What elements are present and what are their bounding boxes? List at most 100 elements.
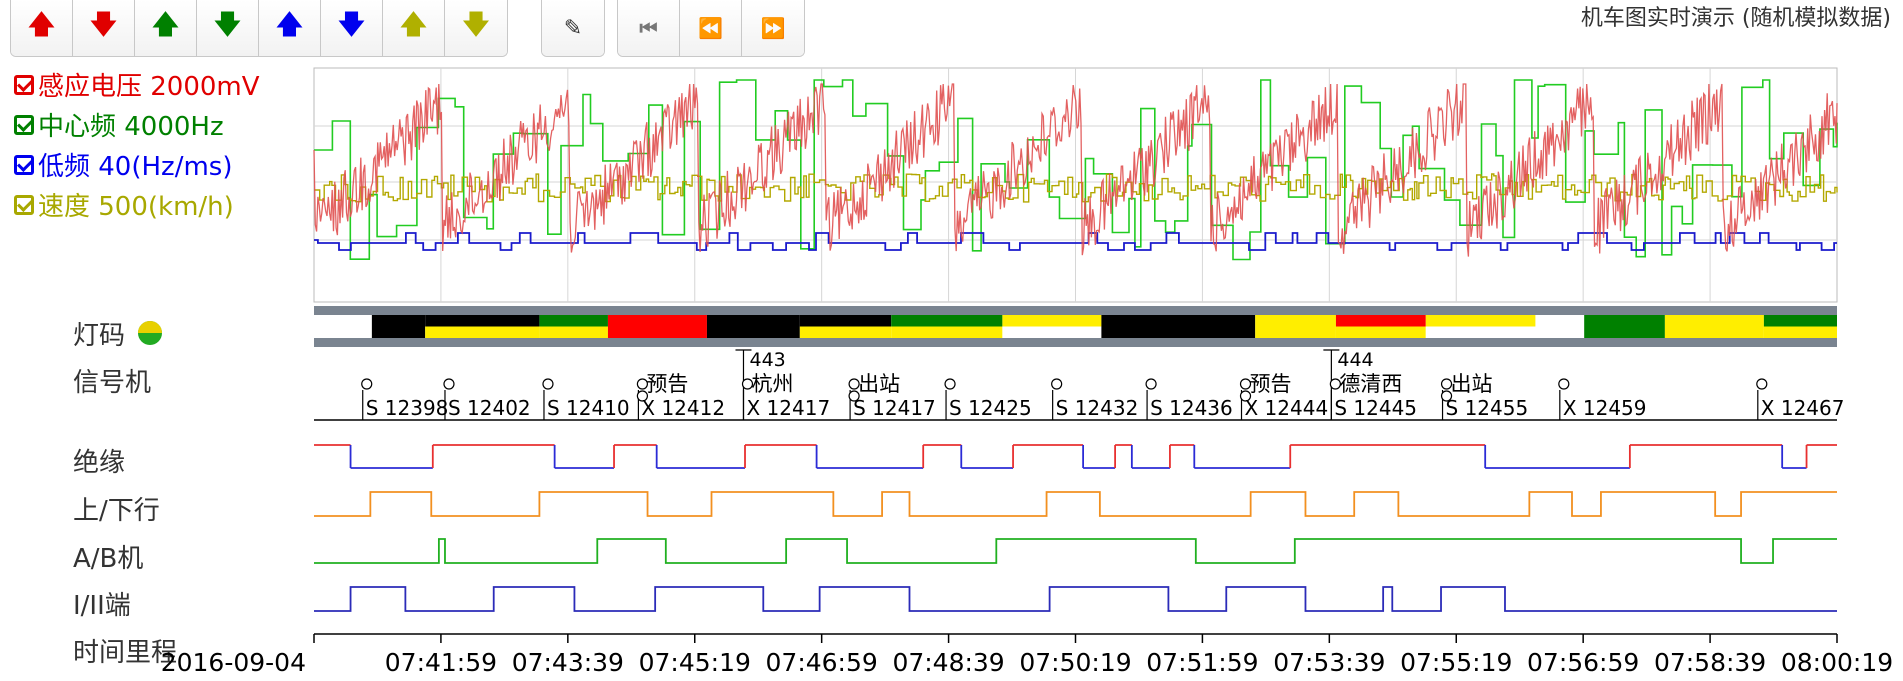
time-axis-label: 08:00:19 bbox=[1781, 648, 1893, 677]
time-axis-label: 07:58:39 bbox=[1654, 648, 1766, 677]
arrow-down-icon[interactable]: 🡇 bbox=[197, 0, 259, 56]
signal-lamp-icon bbox=[1239, 378, 1252, 390]
end-line bbox=[314, 586, 1837, 612]
light-code-segment bbox=[1763, 326, 1837, 338]
signal-marker: S 12436 bbox=[1145, 378, 1233, 420]
label-ab-machine: A/B机 bbox=[73, 544, 144, 574]
arrow-up-icon[interactable]: 🡅 bbox=[11, 0, 73, 56]
light-code-segment bbox=[425, 326, 540, 338]
signal-label: S 12455 bbox=[1446, 396, 1529, 420]
light-code-segment bbox=[1535, 315, 1585, 338]
light-code-segment bbox=[1584, 315, 1665, 338]
legend-speed[interactable]: 速度 500(km/h) bbox=[14, 186, 234, 223]
signal-label: S 12445 bbox=[1334, 396, 1417, 420]
signal-lamp-icon bbox=[1756, 378, 1768, 390]
label-light-code: 灯码 bbox=[73, 315, 163, 352]
ab-machine-line bbox=[314, 538, 1837, 564]
arrow-down-icon[interactable]: 🡇 bbox=[321, 0, 383, 56]
nav-button-group: ⏮ ⏪ ⏩ bbox=[617, 0, 805, 57]
checkbox-checked-icon[interactable] bbox=[14, 194, 34, 215]
signal-lamp-icon bbox=[1329, 378, 1341, 390]
signal-label: S 12425 bbox=[949, 396, 1032, 420]
signal-note: 预告 bbox=[1250, 372, 1292, 396]
signal-marker: S 12425 bbox=[944, 378, 1032, 420]
series-voltage bbox=[313, 83, 1838, 257]
signal-lamp-icon bbox=[1440, 378, 1453, 390]
legend-voltage[interactable]: 感应电压 2000mV bbox=[14, 66, 260, 103]
arrow-up-icon[interactable]: 🡅 bbox=[135, 0, 197, 56]
signal-lamp-icon bbox=[741, 378, 754, 390]
label-direction: 上/下行 bbox=[73, 496, 160, 526]
time-axis-label: 07:48:39 bbox=[892, 648, 1004, 677]
signal-note: 预告 bbox=[646, 372, 688, 396]
kilometer-post-label: 444 bbox=[1337, 349, 1373, 371]
arrow-up-icon[interactable]: 🡅 bbox=[383, 0, 445, 56]
legend-center-freq[interactable]: 中心频 4000Hz bbox=[14, 106, 224, 143]
direction-line bbox=[314, 491, 1837, 517]
signal-label: S 12402 bbox=[448, 396, 531, 420]
signal-lamp-icon bbox=[944, 378, 956, 390]
light-code-segment bbox=[1664, 315, 1764, 338]
signal-lamp-icon bbox=[636, 390, 648, 402]
time-axis-label: 07:55:19 bbox=[1400, 648, 1512, 677]
series-low-freq bbox=[314, 232, 1837, 251]
signal-label: S 12432 bbox=[1056, 396, 1139, 420]
signal-marker: S 12398 bbox=[361, 378, 448, 420]
light-code-segment bbox=[891, 315, 1003, 327]
light-code-border-bottom bbox=[314, 338, 1837, 347]
light-code-segment bbox=[799, 315, 892, 327]
signal-lamp-icon bbox=[1051, 378, 1063, 390]
arrow-down-icon[interactable]: 🡇 bbox=[445, 0, 507, 56]
signal-label: X 12417 bbox=[746, 396, 830, 420]
signal-label: S 12410 bbox=[547, 396, 630, 420]
signal-label: S 12417 bbox=[853, 396, 936, 420]
signal-lamp-icon bbox=[848, 390, 860, 402]
signal-lamp-icon bbox=[443, 378, 455, 390]
kilometer-post-label: 443 bbox=[749, 349, 785, 371]
checkbox-checked-icon[interactable] bbox=[14, 154, 34, 175]
label-time-mileage: 时间里程 bbox=[73, 638, 178, 668]
legend-label: 速度 500(km/h) bbox=[38, 192, 234, 222]
signal-marker: X 12459 bbox=[1558, 378, 1647, 420]
time-axis-label: 07:51:59 bbox=[1146, 648, 1258, 677]
legend-label: 低频 40(Hz/ms) bbox=[38, 152, 233, 182]
checkbox-checked-icon[interactable] bbox=[14, 114, 34, 135]
time-axis-label: 07:50:19 bbox=[1019, 648, 1131, 677]
light-code-segment bbox=[891, 326, 1003, 338]
light-code-segment bbox=[1101, 315, 1256, 338]
rewind-icon[interactable]: ⏪ bbox=[680, 0, 742, 56]
light-code-segment bbox=[1255, 315, 1336, 338]
light-code-segment bbox=[607, 315, 707, 338]
pencil-icon[interactable]: ✎ bbox=[542, 0, 604, 56]
light-code-segment bbox=[425, 315, 540, 327]
label-signal: 信号机 bbox=[73, 368, 152, 398]
light-code-segment bbox=[1002, 326, 1102, 338]
light-code-segment bbox=[1425, 315, 1536, 327]
time-axis-label: 07:43:39 bbox=[512, 648, 624, 677]
light-code-segment bbox=[1763, 315, 1837, 327]
signal-marker: S 12402 bbox=[443, 378, 531, 420]
series-speed bbox=[314, 173, 1838, 203]
fast-forward-icon[interactable]: ⏩ bbox=[742, 0, 804, 56]
signal-label: X 12459 bbox=[1563, 396, 1647, 420]
signal-note: 出站 bbox=[858, 372, 900, 396]
time-axis-label: 07:53:39 bbox=[1273, 648, 1385, 677]
signal-label: X 12467 bbox=[1761, 396, 1845, 420]
signal-label: S 12436 bbox=[1150, 396, 1233, 420]
legend-label: 中心频 4000Hz bbox=[38, 112, 224, 142]
light-code-border-top bbox=[314, 306, 1837, 315]
time-axis-label: 07:56:59 bbox=[1527, 648, 1639, 677]
skip-first-icon[interactable]: ⏮ bbox=[618, 0, 680, 56]
signal-lamp-icon bbox=[361, 378, 373, 390]
checkbox-checked-icon[interactable] bbox=[14, 74, 34, 95]
arrow-down-icon[interactable]: 🡇 bbox=[73, 0, 135, 56]
legend-low-freq[interactable]: 低频 40(Hz/ms) bbox=[14, 146, 232, 183]
time-axis-label: 2016-09-04 bbox=[161, 648, 306, 677]
arrow-up-icon[interactable]: 🡅 bbox=[259, 0, 321, 56]
